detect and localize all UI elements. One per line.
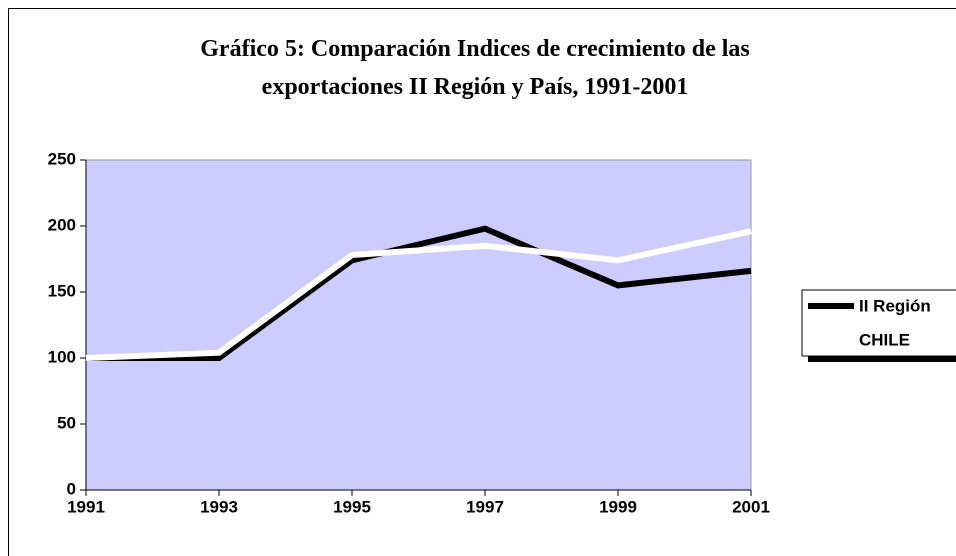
x-tick-label: 1997 [466,497,504,516]
legend-label: CHILE [859,330,910,349]
title-line: exportaciones II Región y País, 1991-200… [262,74,689,100]
y-tick-label: 100 [48,347,76,366]
legend [801,289,956,357]
plot-area [85,159,752,491]
series-line [86,225,752,361]
title-line: Gráfico 5: Comparación Indices de crecim… [200,36,749,62]
x-tick-label: 1999 [599,497,637,516]
x-tick-label: 2001 [732,497,770,516]
x-tick-label: 1993 [200,497,238,516]
y-tick-label: 150 [48,281,76,300]
y-tick-label: 250 [48,149,76,168]
x-tick-label: 1991 [67,497,105,516]
chart-title: Gráfico 5: Comparación Indices de crecim… [200,36,749,100]
y-tick-label: 50 [57,413,76,432]
y-tick-label: 200 [48,215,76,234]
y-tick-label: 0 [67,479,76,498]
legend-label: II Región [859,296,931,315]
x-tick-label: 1995 [333,497,371,516]
series-line [85,228,752,361]
